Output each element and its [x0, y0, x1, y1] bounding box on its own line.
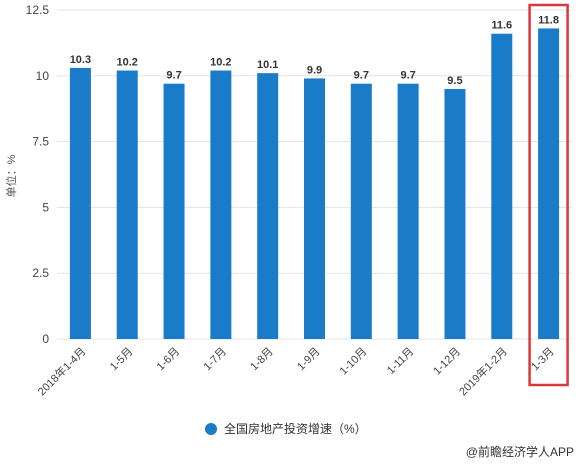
bar	[210, 70, 232, 339]
y-tick-label: 10	[36, 69, 50, 83]
bar	[257, 73, 279, 339]
data-label: 10.2	[210, 57, 231, 69]
data-label: 10.3	[70, 54, 91, 66]
data-label: 11.6	[491, 20, 512, 32]
y-tick-label: 5	[42, 200, 49, 214]
x-tick-label: 1-11月	[385, 346, 416, 377]
x-tick-label: 1-12月	[431, 346, 463, 378]
x-tick-label: 1-7月	[201, 346, 229, 374]
source-credit: @前瞻经济学人APP	[466, 444, 574, 459]
y-tick-label: 12.5	[26, 3, 50, 17]
data-labels: 10.3 10.2 9.7 10.2 10.1 9.9 9.7 9.7 9.5 11.6 11.8	[70, 14, 559, 87]
highlight-box	[528, 3, 569, 387]
legend: 全国房地产投资增速（%）	[205, 421, 367, 436]
bar	[163, 83, 185, 339]
data-label: 9.5	[447, 75, 462, 87]
y-axis-label: 单位：%	[4, 154, 18, 197]
x-axis-ticks: 2018年1-4月 1-5月 1-6月 1-7月 1-8月 1-9月 1-10月 1-11月 1…	[35, 344, 557, 398]
bar	[116, 70, 138, 339]
legend-marker	[205, 423, 217, 435]
x-tick-label: 1-10月	[338, 346, 370, 378]
data-label: 11.8	[538, 14, 559, 26]
x-tick-label: 1-6月	[155, 346, 183, 374]
data-label: 10.2	[117, 57, 138, 69]
data-label: 9.7	[354, 70, 369, 82]
x-tick-label: 1-3月	[529, 346, 557, 374]
bar	[304, 78, 325, 339]
bar	[538, 28, 560, 339]
y-tick-label: 7.5	[32, 135, 49, 149]
x-tick-label: 1-8月	[248, 346, 276, 374]
data-label: 10.1	[257, 59, 278, 71]
y-tick-label: 2.5	[32, 266, 49, 280]
bar	[397, 83, 419, 339]
bar	[350, 83, 372, 339]
bar	[444, 88, 466, 340]
legend-label: 全国房地产投资增速（%）	[224, 421, 367, 436]
bars	[69, 28, 560, 340]
data-label: 9.7	[400, 70, 415, 82]
bar	[491, 33, 513, 340]
x-tick-label: 2018年1-4月	[35, 344, 89, 398]
y-tick-label: 0	[42, 332, 49, 346]
x-tick-label: 2019年1-2月	[456, 344, 510, 398]
x-tick-label: 1-9月	[295, 346, 323, 374]
data-label: 9.9	[307, 64, 322, 76]
x-tick-label: 1-5月	[108, 346, 136, 374]
data-label: 9.7	[166, 70, 181, 82]
bar	[69, 67, 91, 340]
y-axis-ticks: 0 2.5 5 7.5 10 12.5	[26, 3, 50, 346]
